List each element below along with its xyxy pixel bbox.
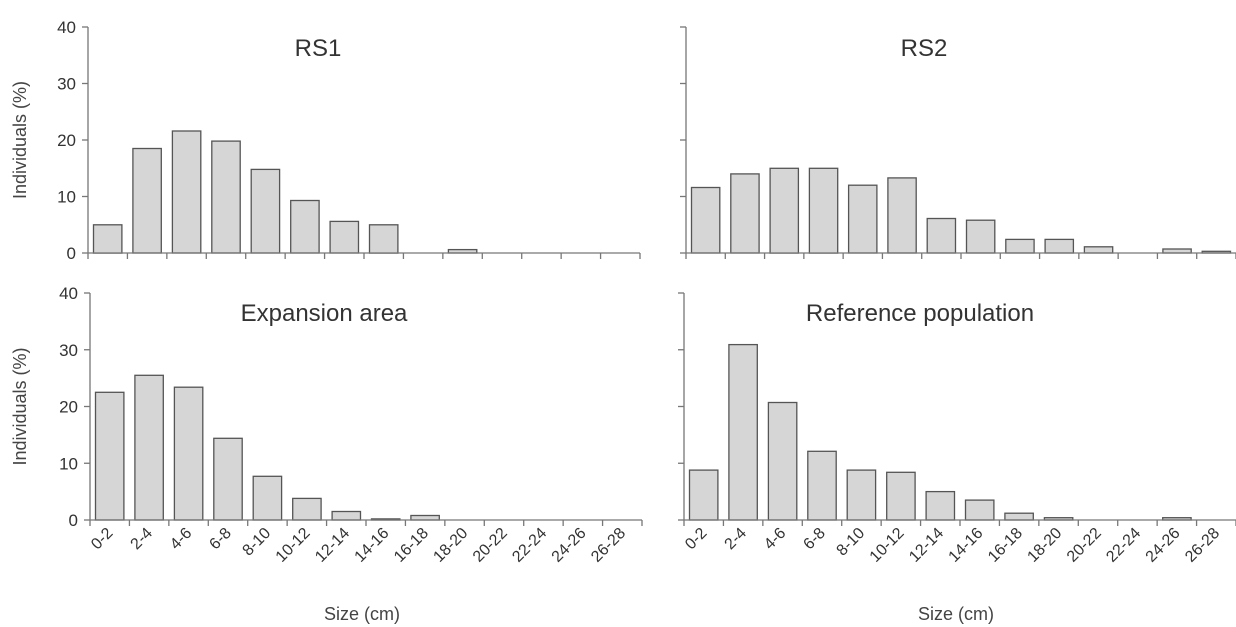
x-tick-label: 0-2	[682, 525, 710, 553]
y-tick-label: 30	[59, 341, 78, 360]
x-tick-label: 22-24	[1103, 525, 1144, 566]
panel-rs1: 0 10 20 30 40 RS1 Individuals (%)	[10, 18, 641, 263]
bar-rs2-16-18	[1005, 238, 1035, 254]
bar-reference-population-16-18	[1004, 512, 1034, 521]
bar-rs2-4-6	[769, 167, 800, 254]
bar-reference-population-14-16	[964, 499, 995, 521]
bar-rs2-18-20	[1044, 238, 1075, 254]
x-tick-label: 26-28	[1182, 525, 1223, 566]
x-tick-label: 4-6	[761, 525, 789, 553]
bar-rs1-8-10	[250, 168, 281, 254]
bar-rs1-4-6	[171, 130, 202, 254]
panel-title: Expansion area	[241, 300, 408, 327]
y-tick-label: 0	[67, 244, 76, 263]
bar-expansion-area-10-12	[292, 497, 322, 521]
x-tick-label: 2-4	[128, 525, 156, 553]
bar-rs1-0-2	[92, 224, 123, 254]
x-tick-label: 16-18	[391, 525, 432, 566]
bar-rs2-8-10	[847, 184, 878, 254]
x-tick-label: 24-26	[549, 525, 590, 566]
bar-rs1-6-8	[211, 140, 241, 254]
bar-reference-population-8-10	[846, 469, 877, 521]
y-tick-label: 0	[69, 511, 78, 530]
x-tick-label: 14-16	[352, 525, 393, 566]
x-tick-label: 18-20	[430, 525, 471, 566]
bar-expansion-area-0-2	[94, 391, 125, 521]
x-tick-label: 16-18	[985, 525, 1026, 566]
x-tick-label: 12-14	[312, 525, 353, 566]
bar-expansion-area-16-18	[410, 514, 440, 521]
y-tick-label: 40	[57, 18, 76, 37]
bar-reference-population-10-12	[886, 471, 916, 521]
x-tick-label: 6-8	[800, 525, 828, 553]
bar-rs2-14-16	[965, 219, 996, 254]
bar-rs2-2-4	[730, 173, 760, 254]
bar-rs1-12-14	[329, 220, 360, 254]
x-tick-label: 22-24	[509, 525, 550, 566]
panel-title: Reference population	[806, 300, 1034, 327]
x-tick-label: 18-20	[1024, 525, 1065, 566]
panel-expansion-area: 0 10 20 30 40 0-2 2-4 4-6 6-8 8-1010-1212-1414-16…	[10, 284, 643, 624]
bar-expansion-area-8-10	[252, 475, 283, 521]
y-tick-label: 30	[57, 75, 76, 94]
y-tick-label: 10	[57, 188, 76, 207]
bar-rs2-12-14	[926, 217, 957, 254]
x-tick-label: 14-16	[946, 525, 987, 566]
x-tick-label: 20-22	[470, 525, 511, 566]
bar-expansion-area-4-6	[173, 386, 204, 521]
bar-reference-population-6-8	[807, 450, 837, 521]
y-tick-label: 40	[59, 284, 78, 303]
bar-rs2-20-22	[1083, 246, 1114, 254]
x-axis-label: Size (cm)	[918, 604, 994, 624]
bar-reference-population-12-14	[925, 490, 956, 521]
x-axis-label: Size (cm)	[324, 604, 400, 624]
bar-rs1-14-16	[368, 224, 399, 254]
panel-rs2: RS2	[680, 26, 1236, 259]
x-tick-label: 24-26	[1143, 525, 1184, 566]
y-tick-label: 20	[57, 131, 76, 150]
x-tick-label: 12-14	[906, 525, 947, 566]
bar-expansion-area-6-8	[213, 437, 243, 521]
y-axis-label: Individuals (%)	[10, 81, 30, 199]
x-tick-label: 6-8	[206, 525, 234, 553]
x-tick-label: 20-22	[1064, 525, 1105, 566]
bar-reference-population-0-2	[688, 469, 719, 521]
bar-rs1-10-12	[290, 199, 320, 254]
x-tick-label: 0-2	[88, 525, 116, 553]
bar-expansion-area-12-14	[331, 510, 362, 521]
panel-title: RS1	[295, 35, 342, 62]
bar-reference-population-4-6	[767, 401, 798, 521]
bar-rs2-6-8	[808, 167, 839, 254]
bar-expansion-area-2-4	[134, 374, 164, 521]
bar-rs2-10-12	[887, 177, 917, 254]
panel-title: RS2	[901, 35, 948, 62]
bar-rs2-0-2	[690, 186, 721, 254]
panel-reference-population: 0-2 2-4 4-6 6-8 8-1010-1212-1414-1616-1818-2…	[678, 292, 1236, 624]
y-axis-label: Individuals (%)	[10, 347, 30, 465]
x-tick-label: 26-28	[588, 525, 629, 566]
x-tick-label: 2-4	[722, 525, 750, 553]
x-tick-label: 10-12	[867, 525, 908, 566]
x-tick-label: 10-12	[273, 525, 314, 566]
x-tick-label: 8-10	[834, 525, 869, 560]
bar-reference-population-2-4	[728, 343, 758, 521]
x-tick-label: 4-6	[167, 525, 195, 553]
y-tick-label: 20	[59, 398, 78, 417]
bar-rs1-2-4	[132, 147, 162, 254]
y-tick-label: 10	[59, 454, 78, 473]
x-tick-label: 8-10	[240, 525, 275, 560]
